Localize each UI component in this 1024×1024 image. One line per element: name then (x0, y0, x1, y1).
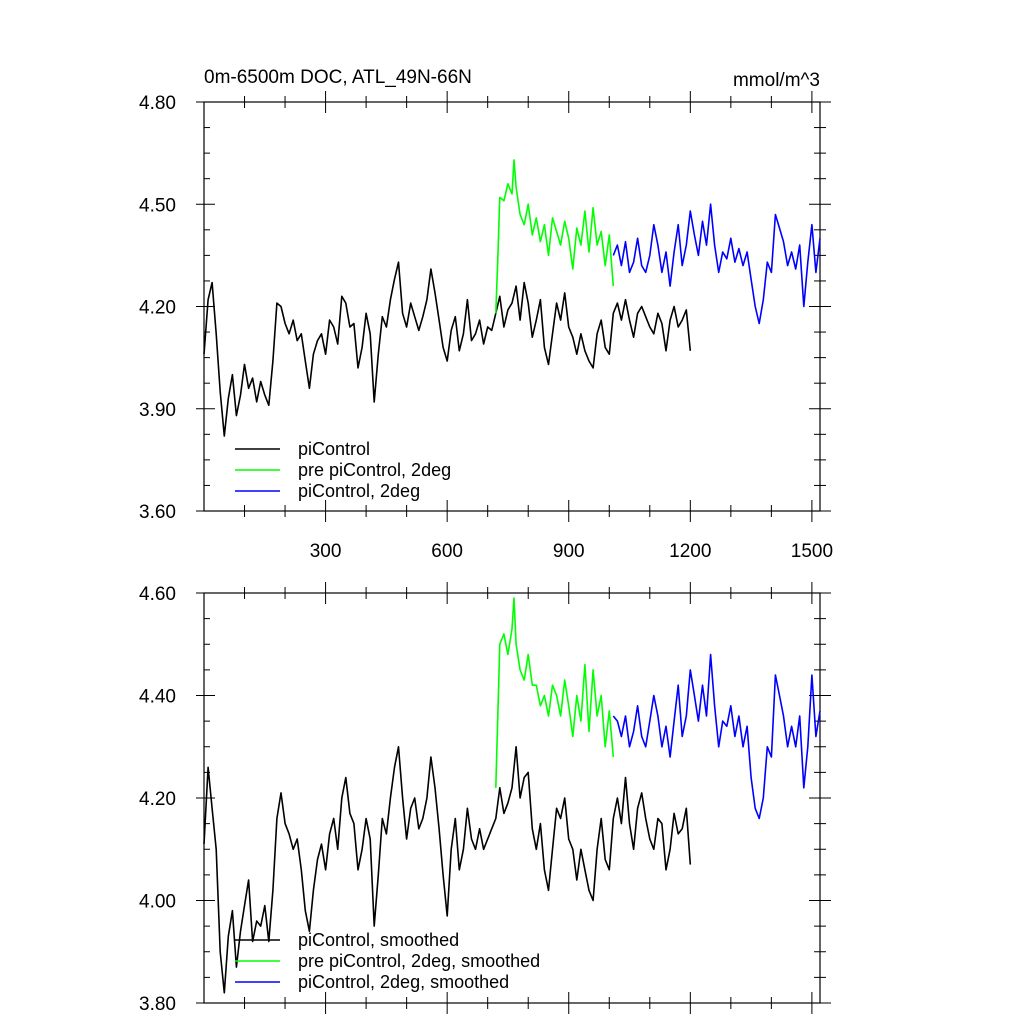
plot-frame (203, 592, 821, 1004)
series-line-2 (612, 203, 821, 325)
legend-label: pre piControl, 2deg (298, 460, 451, 480)
y-tick-label: 4.40 (139, 687, 176, 708)
plot-frame (203, 101, 821, 512)
series-line-2 (612, 653, 821, 820)
legend-label: piControl, 2deg, smoothed (298, 972, 509, 992)
x-tick-label: 1200 (669, 541, 711, 562)
legend-label: pre piControl, 2deg, smoothed (298, 951, 540, 971)
top-panel: 300 600 900 1200 1500 3.60 3.90 4.20 4.50 4.80 piC… (139, 91, 833, 562)
y-tick-label: 4.20 (139, 789, 176, 810)
series-line-1 (495, 597, 615, 788)
y-tick-label: 3.60 (139, 502, 176, 523)
chart-title: 0m-6500m DOC, ATL_49N-66N (204, 67, 472, 88)
legend-label: piControl (298, 439, 370, 459)
x-tick-label: 600 (431, 541, 463, 562)
x-tick-label: 300 (310, 541, 342, 562)
y-tick-label: 4.00 (139, 892, 176, 913)
y-tick-label: 3.80 (139, 994, 176, 1015)
y-tick-label: 4.50 (139, 195, 176, 216)
series-line-0 (203, 745, 692, 994)
y-tick-label: 4.80 (139, 93, 176, 114)
legend-label: piControl, smoothed (298, 930, 459, 950)
y-tick-label: 3.90 (139, 400, 176, 421)
x-tick-label: 900 (553, 541, 585, 562)
series-line-0 (203, 261, 692, 437)
units-label: mmol/m^3 (733, 70, 820, 91)
legend-label: piControl, 2deg (298, 481, 420, 501)
y-tick-label: 4.20 (139, 298, 176, 319)
y-tick-label: 4.60 (139, 584, 176, 605)
series-line-1 (495, 159, 615, 314)
x-tick-label: 1500 (791, 541, 833, 562)
